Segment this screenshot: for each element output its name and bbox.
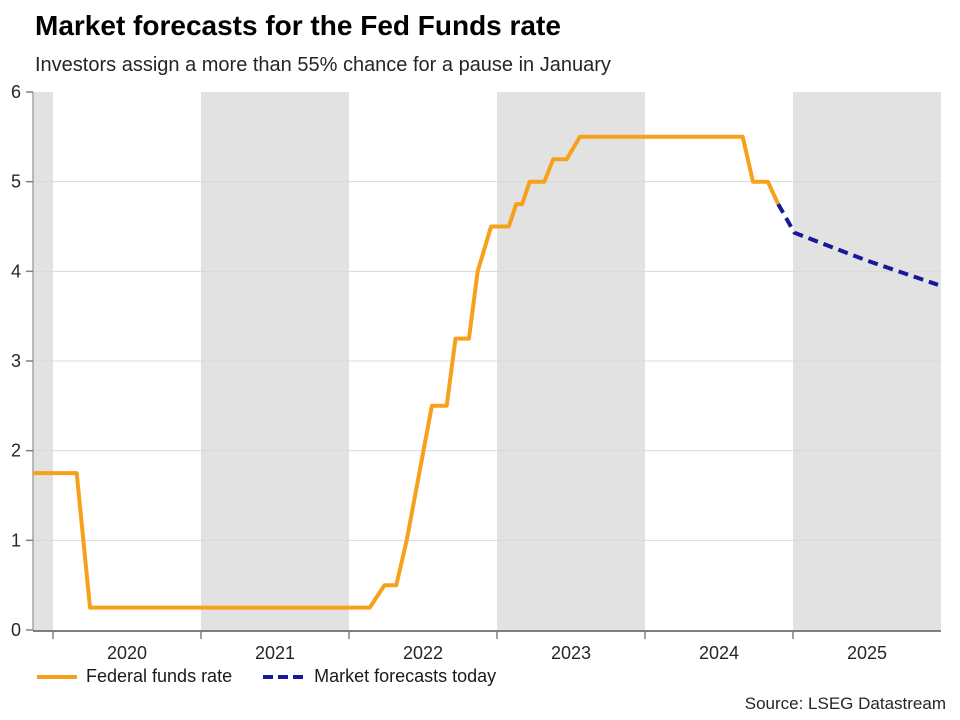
page-title: Market forecasts for the Fed Funds rate	[35, 10, 561, 41]
page-subtitle: Investors assign a more than 55% chance …	[35, 54, 611, 76]
series-line-federal-funds-rate	[33, 134, 781, 610]
y-tick-label: 3	[11, 351, 21, 371]
x-tick-label: 2025	[847, 643, 887, 660]
y-tick-label: 0	[11, 620, 21, 640]
y-tick-label: 2	[11, 441, 21, 461]
y-tick-label: 4	[11, 261, 21, 281]
x-tick-label: 2023	[551, 643, 591, 660]
x-tick-label: 2022	[403, 643, 443, 660]
y-tick-label: 1	[11, 530, 21, 550]
x-tick-label: 2021	[255, 643, 295, 660]
source-note: Source: LSEG Datastream	[744, 694, 946, 713]
legend-swatch-dashed-line	[263, 674, 306, 679]
series-line-market-forecasts-today	[776, 203, 939, 287]
y-tick-label: 5	[11, 172, 21, 192]
fed-funds-chart: 0 1 2 3 4 5 6 2020 2021 2022 2023 2024 2025	[11, 82, 941, 663]
y-tick-label: 6	[11, 82, 21, 102]
legend-item-federal-funds-rate: Federal funds rate	[36, 666, 232, 687]
x-tick-label: 2020	[107, 643, 147, 660]
legend-swatch-solid-line	[37, 674, 77, 679]
legend: Federal funds rate Market forecasts toda…	[36, 666, 496, 687]
legend-label-federal-funds-rate: Federal funds rate	[86, 666, 233, 686]
legend-item-market-forecasts: Market forecasts today	[262, 666, 496, 687]
chart-area: 0 1 2 3 4 5 6 2020 2021 2022 2023 2024 2025	[11, 82, 941, 663]
x-tick-label: 2024	[699, 643, 739, 660]
legend-label-market-forecasts: Market forecasts today	[314, 666, 497, 686]
